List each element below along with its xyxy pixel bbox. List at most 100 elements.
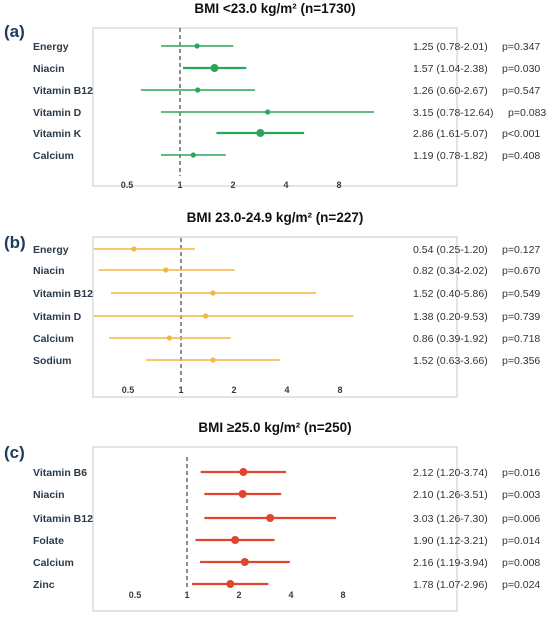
forest-row: Niacin 1.57 (1.04-2.38) p=0.030 — [33, 63, 540, 75]
plot-frame — [92, 27, 458, 187]
point-estimate — [240, 558, 249, 566]
p-value-text: p=0.718 — [502, 333, 540, 345]
p-value-text: p=0.127 — [502, 244, 540, 256]
forest-row: Niacin 2.10 (1.26-3.51) p=0.003 — [33, 489, 540, 501]
forest-panel-1: (a) BMI <23.0 kg/m² (n=1730) 0.5 1 2 4 8 Energy… — [4, 1, 546, 190]
x-tick-label: 2 — [230, 180, 235, 190]
forest-row: Vitamin B12 3.03 (1.26-7.30) p=0.006 — [33, 513, 540, 525]
row-label: Niacin — [33, 489, 65, 501]
point-estimate — [163, 267, 169, 273]
forest-row: Vitamin D 1.38 (0.20-9.53) p=0.739 — [33, 311, 540, 323]
estimate-text: 1.26 (0.60-2.67) — [413, 85, 488, 97]
forest-row: Energy 0.54 (0.25-1.20) p=0.127 — [33, 244, 540, 256]
point-estimate — [190, 152, 196, 158]
p-value-text: p=0.670 — [502, 265, 540, 277]
x-tick-label: 4 — [284, 385, 289, 395]
row-label: Energy — [33, 244, 69, 256]
estimate-text: 2.16 (1.19-3.94) — [413, 557, 488, 569]
estimate-text: 1.52 (0.63-3.66) — [413, 355, 488, 367]
x-tick-label: 8 — [336, 180, 341, 190]
forest-row: Vitamin K 2.86 (1.61-5.07) p<0.001 — [33, 128, 540, 140]
x-tick-label: 4 — [283, 180, 288, 190]
forest-row: Vitamin B6 2.12 (1.20-3.74) p=0.016 — [33, 467, 540, 479]
plot-frame — [92, 446, 458, 612]
p-value-text: p=0.347 — [502, 41, 540, 53]
estimate-text: 2.10 (1.26-3.51) — [413, 489, 488, 501]
point-estimate — [226, 580, 235, 588]
point-estimate — [210, 290, 216, 296]
forest-panel-2: (b) BMI 23.0-24.9 kg/m² (n=227) 0.5 1 2 4 8 Ene… — [4, 210, 540, 398]
estimate-text: 1.52 (0.40-5.86) — [413, 288, 488, 300]
x-tick-label: 0.5 — [122, 385, 135, 395]
x-tick-label: 8 — [337, 385, 342, 395]
row-label: Calcium — [33, 150, 74, 162]
p-value-text: p=0.003 — [502, 489, 540, 501]
estimate-text: 3.03 (1.26-7.30) — [413, 513, 488, 525]
x-tick-label: 1 — [178, 385, 183, 395]
forest-row: Vitamin D 3.15 (0.78-12.64) p=0.083 — [33, 107, 546, 119]
x-tick-label: 8 — [340, 590, 345, 600]
estimate-text: 2.86 (1.61-5.07) — [413, 128, 488, 140]
row-label: Energy — [33, 41, 69, 53]
estimate-text: 3.15 (0.78-12.64) — [413, 107, 494, 119]
row-label: Vitamin D — [33, 311, 82, 323]
panel-title: BMI <23.0 kg/m² (n=1730) — [194, 1, 355, 16]
row-label: Calcium — [33, 333, 74, 345]
row-label: Vitamin B6 — [33, 467, 87, 479]
row-label: Niacin — [33, 265, 65, 277]
estimate-text: 0.54 (0.25-1.20) — [413, 244, 488, 256]
estimate-text: 1.78 (1.07-2.96) — [413, 579, 488, 591]
point-estimate — [265, 109, 271, 115]
row-label: Niacin — [33, 63, 65, 75]
forest-row: Calcium 0.86 (0.39-1.92) p=0.718 — [33, 333, 540, 345]
row-label: Zinc — [33, 579, 55, 591]
x-tick-label: 1 — [177, 180, 182, 190]
plot-frame — [92, 236, 458, 398]
p-value-text: p=0.408 — [502, 150, 540, 162]
forest-row: Vitamin B12 1.26 (0.60-2.67) p=0.547 — [33, 85, 540, 97]
estimate-text: 2.12 (1.20-3.74) — [413, 467, 488, 479]
forest-row: Zinc 1.78 (1.07-2.96) p=0.024 — [33, 579, 540, 591]
forest-row: Calcium 1.19 (0.78-1.82) p=0.408 — [33, 150, 540, 162]
p-value-text: p<0.001 — [502, 128, 540, 140]
estimate-text: 1.38 (0.20-9.53) — [413, 311, 488, 323]
point-estimate — [238, 490, 247, 498]
point-estimate — [231, 536, 240, 544]
row-label: Vitamin B12 — [33, 85, 93, 97]
p-value-text: p=0.008 — [502, 557, 540, 569]
x-tick-label: 1 — [184, 590, 189, 600]
point-estimate — [194, 43, 200, 49]
point-estimate — [266, 514, 275, 522]
p-value-text: p=0.024 — [502, 579, 540, 591]
forest-row: Folate 1.90 (1.12-3.21) p=0.014 — [33, 535, 540, 547]
row-label: Folate — [33, 535, 64, 547]
panel-title: BMI 23.0-24.9 kg/m² (n=227) — [187, 210, 364, 225]
p-value-text: p=0.030 — [502, 63, 540, 75]
forest-row: Niacin 0.82 (0.34-2.02) p=0.670 — [33, 265, 540, 277]
p-value-text: p=0.739 — [502, 311, 540, 323]
p-value-text: p=0.083 — [508, 107, 546, 119]
estimate-text: 1.90 (1.12-3.21) — [413, 535, 488, 547]
x-tick-label: 4 — [288, 590, 293, 600]
row-label: Vitamin B12 — [33, 513, 93, 525]
panel-letter: (c) — [4, 443, 25, 462]
p-value-text: p=0.006 — [502, 513, 540, 525]
forest-row: Sodium 1.52 (0.63-3.66) p=0.356 — [33, 355, 540, 367]
point-estimate — [210, 357, 216, 363]
point-estimate — [195, 87, 201, 93]
x-tick-label: 0.5 — [121, 180, 134, 190]
row-label: Vitamin B12 — [33, 288, 93, 300]
forest-row: Vitamin B12 1.52 (0.40-5.86) p=0.549 — [33, 288, 540, 300]
row-label: Calcium — [33, 557, 74, 569]
x-tick-label: 2 — [236, 590, 241, 600]
forest-row: Calcium 2.16 (1.19-3.94) p=0.008 — [33, 557, 540, 569]
estimate-text: 1.25 (0.78-2.01) — [413, 41, 488, 53]
x-tick-label: 0.5 — [129, 590, 142, 600]
row-label: Vitamin D — [33, 107, 82, 119]
forest-panel-3: (c) BMI ≥25.0 kg/m² (n=250) 0.5 1 2 4 8 Vitamin… — [4, 420, 540, 612]
estimate-text: 1.57 (1.04-2.38) — [413, 63, 488, 75]
point-estimate — [131, 246, 137, 252]
p-value-text: p=0.014 — [502, 535, 540, 547]
p-value-text: p=0.549 — [502, 288, 540, 300]
